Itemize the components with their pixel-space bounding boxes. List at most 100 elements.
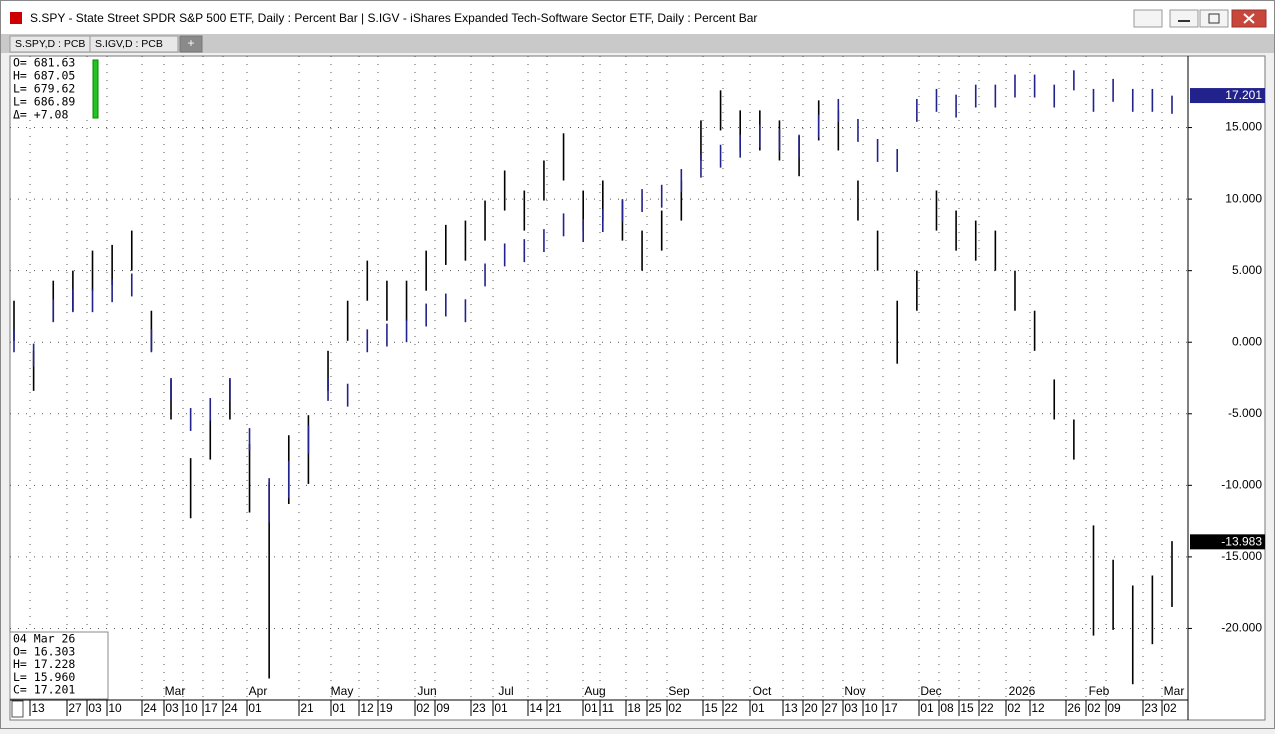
x-month-label: Feb xyxy=(1089,684,1110,698)
x-day-label: 02 xyxy=(416,701,430,715)
y-tick-label: 15.000 xyxy=(1225,120,1262,134)
x-day-label: 15 xyxy=(960,701,974,715)
tab[interactable] xyxy=(89,35,179,53)
x-day-label: 23 xyxy=(472,701,486,715)
last-value-label: 17.201 xyxy=(1225,88,1262,102)
x-day-label: 24 xyxy=(224,701,238,715)
last-value-box xyxy=(1190,88,1265,104)
x-day-label: 13 xyxy=(784,701,798,715)
x-day-label: 12 xyxy=(1031,701,1045,715)
y-tick-label: -20.000 xyxy=(1221,621,1262,635)
x-day-label: 09 xyxy=(436,701,450,715)
info-line: L= 15.960 xyxy=(13,670,75,684)
x-day-label: 01 xyxy=(332,701,346,715)
x-month-label: Apr xyxy=(249,684,268,698)
y-tick-label: 0.000 xyxy=(1232,334,1262,348)
app-icon xyxy=(10,12,22,24)
x-day-label: 11 xyxy=(602,701,615,715)
x-month-label: Oct xyxy=(753,684,772,698)
x-month-label: Jul xyxy=(498,684,513,698)
x-day-label: 10 xyxy=(864,701,878,715)
info-bar xyxy=(92,59,99,119)
link-button[interactable] xyxy=(1133,9,1163,28)
plot xyxy=(10,56,1188,700)
info-line: L= 686.89 xyxy=(13,95,75,109)
x-month-label: Jun xyxy=(417,684,436,698)
x-day-label: 10 xyxy=(108,701,122,715)
x-day-label: 17 xyxy=(884,701,898,715)
tab-label: S.IGV,D : PCB xyxy=(95,38,163,50)
x-day-label: 18 xyxy=(627,701,641,715)
x-day-label: 01 xyxy=(494,701,508,715)
info-line: Δ= +7.08 xyxy=(13,108,68,122)
x-day-label: 09 xyxy=(1107,701,1121,715)
y-tick-label: 5.000 xyxy=(1232,263,1262,277)
maximize-button[interactable] xyxy=(1199,9,1229,28)
maximize-icon xyxy=(1208,13,1220,24)
x-day-label: 23 xyxy=(1144,701,1158,715)
x-month-label: Sep xyxy=(668,684,690,698)
x-day-label: 02 xyxy=(1087,701,1101,715)
x-day-label: 03 xyxy=(844,701,858,715)
x-month-label: 2026 xyxy=(1009,684,1036,698)
x-day-label: 22 xyxy=(980,701,994,715)
x-day-label: 03 xyxy=(165,701,179,715)
x-day-label: 25 xyxy=(648,701,662,715)
x-day-label: 12 xyxy=(360,701,374,715)
x-day-label: 17 xyxy=(204,701,218,715)
info-line: H= 17.228 xyxy=(13,657,75,671)
x-day-label: 13 xyxy=(31,701,45,715)
x-day-label: 15 xyxy=(704,701,718,715)
x-day-label: 21 xyxy=(548,701,562,715)
x-month-label: May xyxy=(331,684,354,698)
x-month-label: Dec xyxy=(920,684,941,698)
x-month-label: Mar xyxy=(1164,684,1185,698)
info-line: O= 681.63 xyxy=(13,56,75,70)
close-icon xyxy=(1243,13,1255,24)
window-title: S.SPY - State Street SPDR S&P 500 ETF, D… xyxy=(30,11,757,25)
x-day-label: 02 xyxy=(1163,701,1177,715)
y-tick-label: -10.000 xyxy=(1221,478,1262,492)
info-line: C= 17.201 xyxy=(13,683,75,697)
x-day-label: 01 xyxy=(584,701,598,715)
y-tick-label: -15.000 xyxy=(1221,549,1262,563)
tab-label: S.SPY,D : PCB xyxy=(15,38,85,50)
x-day-label: 21 xyxy=(300,701,314,715)
x-day-label: 01 xyxy=(248,701,262,715)
last-value-label: -13.983 xyxy=(1221,535,1262,549)
scroll-box[interactable] xyxy=(11,700,24,718)
x-day-label: 24 xyxy=(143,701,157,715)
info-line: 04 Mar 26 xyxy=(13,632,75,646)
x-day-label: 14 xyxy=(529,701,543,715)
add-tab-label: + xyxy=(187,36,194,50)
chart-area xyxy=(9,55,1266,721)
x-day-label: 22 xyxy=(724,701,738,715)
x-day-label: 03 xyxy=(88,701,102,715)
x-day-label: 01 xyxy=(920,701,934,715)
last-value-box xyxy=(1190,534,1265,550)
y-tick-label: -5.000 xyxy=(1228,406,1262,420)
info-line: O= 16.303 xyxy=(13,644,75,658)
x-month-label: Mar xyxy=(165,684,186,698)
x-day-label: 26 xyxy=(1067,701,1081,715)
add-tab[interactable] xyxy=(179,35,203,53)
x-day-label: 01 xyxy=(751,701,765,715)
minimize-button[interactable] xyxy=(1169,9,1199,28)
x-month-label: Nov xyxy=(844,684,865,698)
x-day-label: 19 xyxy=(379,701,393,715)
tab-bar xyxy=(1,34,1274,53)
x-day-label: 20 xyxy=(804,701,818,715)
x-day-label: 02 xyxy=(668,701,682,715)
x-day-label: 10 xyxy=(184,701,198,715)
y-tick-label: 10.000 xyxy=(1225,191,1262,205)
info-line: L= 679.62 xyxy=(13,82,75,96)
info-box-bottom xyxy=(9,631,109,700)
x-day-label: 27 xyxy=(824,701,838,715)
info-line: H= 687.05 xyxy=(13,69,75,83)
x-day-label: 27 xyxy=(68,701,82,715)
info-box xyxy=(12,57,92,119)
title-bar xyxy=(1,1,1274,35)
x-month-label: Aug xyxy=(584,684,605,698)
